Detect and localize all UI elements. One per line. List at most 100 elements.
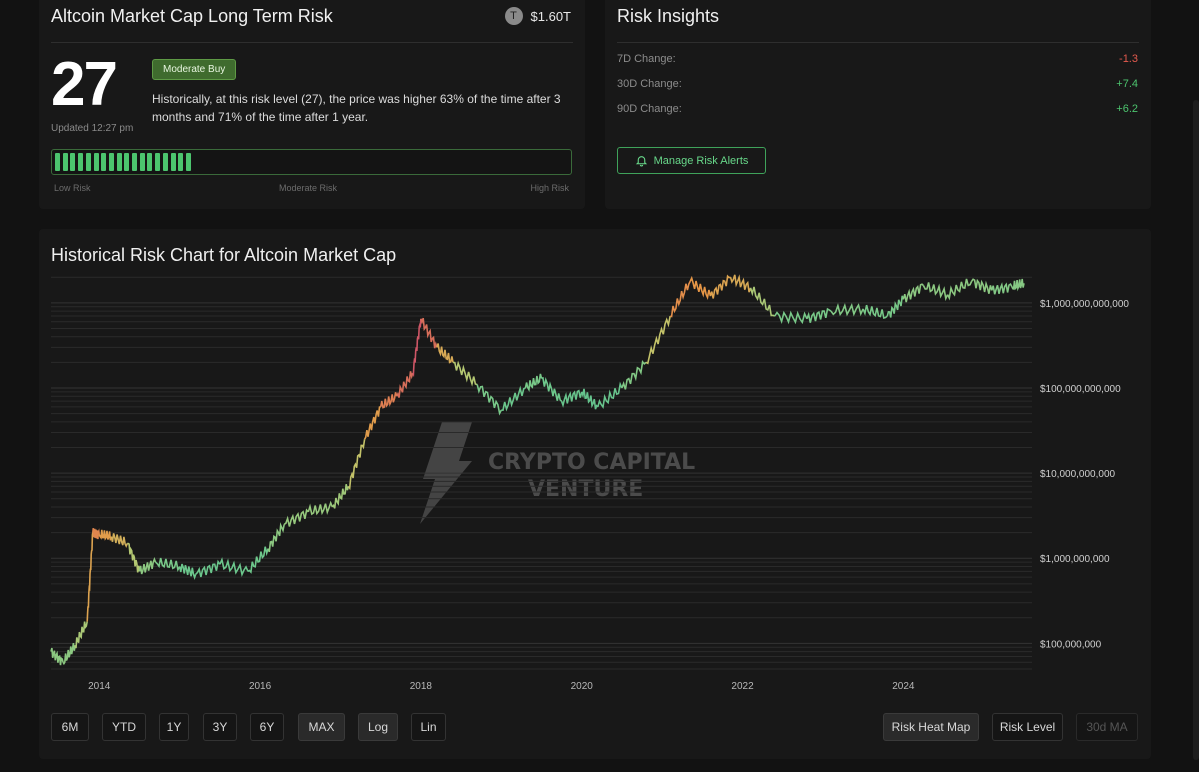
risk-chart[interactable]: CRYPTO CAPITAL VENTURE $100,000,000$1,00…: [39, 229, 1151, 699]
high-risk-label: High Risk: [530, 183, 569, 193]
range-3y-button[interactable]: 3Y: [203, 713, 237, 741]
range-max-button[interactable]: MAX: [298, 713, 345, 741]
x-tick-label: 2018: [410, 681, 433, 692]
series-segment: [580, 388, 599, 410]
series-segment: [195, 559, 221, 578]
scale-lin-button[interactable]: Lin: [411, 713, 446, 741]
risk-meter: [51, 149, 572, 175]
insights-title: Risk Insights: [617, 6, 720, 26]
x-tick-label: 2024: [892, 681, 915, 692]
series-segment: [774, 310, 808, 325]
y-tick-label: $1,000,000,000,000: [1040, 299, 1129, 310]
y-tick-label: $1,000,000,000: [1040, 554, 1110, 565]
chart-panel: Historical Risk Chart for Altcoin Market…: [39, 229, 1151, 759]
x-tick-label: 2022: [731, 681, 754, 692]
series-segment: [729, 274, 752, 293]
risk-meter-segment: [62, 153, 68, 171]
x-tick-label: 2020: [571, 681, 594, 692]
change-90d-row: 90D Change: +6.2: [617, 103, 1138, 115]
series-segment: [902, 283, 924, 303]
risk-meter-segment: [78, 153, 84, 171]
change-7d-label: 7D Change:: [617, 53, 676, 65]
series-segment: [436, 343, 454, 364]
divider: [51, 42, 573, 43]
range-1y-button[interactable]: 1Y: [159, 713, 189, 741]
ma-30d-button[interactable]: 30d MA: [1076, 713, 1138, 741]
y-tick-label: $100,000,000: [1040, 639, 1102, 650]
range-6m-button[interactable]: 6M: [51, 713, 89, 741]
risk-meter-segment: [185, 153, 191, 171]
series-segment: [331, 484, 350, 509]
series-segment: [420, 317, 438, 349]
page-scrollbar[interactable]: [1193, 100, 1199, 760]
series-segment: [886, 295, 905, 318]
series-segment: [92, 528, 100, 540]
series-segment: [501, 385, 526, 412]
risk-meter-segment: [139, 153, 145, 171]
risk-meter-segment: [132, 153, 137, 171]
series-segment: [541, 376, 563, 402]
series-segment: [363, 406, 381, 440]
series-segment: [62, 642, 76, 666]
risk-meter-segment: [116, 153, 122, 171]
chart-title: Historical Risk Chart for Altcoin Market…: [51, 245, 397, 265]
series-segment: [267, 522, 285, 553]
range-ytd-button[interactable]: YTD: [102, 713, 146, 741]
y-tick-label: $10,000,000,000: [1040, 469, 1116, 480]
series-segment: [98, 529, 113, 541]
updated-time: Updated 12:27 pm: [51, 123, 134, 134]
ticker: T $1.60T: [504, 7, 571, 25]
series-segment: [862, 304, 888, 320]
series-segment: [669, 280, 692, 318]
y-axis-labels: $100,000,000 $1,000,000,000 $10,000,000,00…: [1040, 299, 1129, 651]
token-icon: T: [504, 7, 523, 25]
risk-meter-segment: [70, 153, 76, 171]
series-segment: [524, 373, 543, 393]
series-segment: [379, 392, 398, 409]
series-segment: [219, 557, 249, 577]
change-7d-row: 7D Change: -1.3: [617, 53, 1138, 65]
series-segment: [452, 360, 478, 387]
watermark-line1: CRYPTO CAPITAL: [488, 450, 695, 475]
series-segment: [412, 318, 422, 378]
change-30d-label: 30D Change:: [617, 78, 682, 90]
series-segment: [971, 278, 993, 294]
risk-meter-segment: [178, 153, 184, 171]
series-segment: [922, 282, 949, 302]
risk-meter-segment: [108, 153, 114, 171]
series-segment: [645, 315, 671, 365]
chart-grid: [51, 276, 1032, 670]
change-90d-value: +6.2: [1116, 103, 1138, 115]
manage-risk-alerts-button[interactable]: Manage Risk Alerts: [617, 147, 766, 174]
series-segment: [749, 286, 776, 317]
risk-meter-segment: [155, 153, 161, 171]
series-segment: [709, 274, 731, 299]
series-segment: [247, 546, 269, 574]
risk-meter-segment: [124, 153, 130, 171]
moderate-risk-label: Moderate Risk: [279, 183, 338, 193]
series-segment: [347, 439, 366, 491]
series-segment: [283, 508, 309, 527]
risk-heat-map-button[interactable]: Risk Heat Map: [883, 713, 979, 741]
scale-log-button[interactable]: Log: [358, 713, 398, 741]
risk-value: 27: [51, 50, 118, 119]
risk-meter-segment: [55, 153, 60, 171]
series-segment: [689, 275, 712, 300]
change-90d-label: 90D Change:: [617, 103, 682, 115]
series-segment: [946, 278, 973, 301]
series-segment: [154, 557, 181, 572]
series-segment: [476, 384, 503, 416]
ticker-value: $1.60T: [530, 8, 571, 24]
risk-panel: Altcoin Market Cap Long Term Risk T $1.6…: [39, 0, 585, 209]
manage-risk-alerts-label: Manage Risk Alerts: [653, 154, 749, 167]
series-segment: [597, 381, 623, 410]
series-segment: [560, 389, 583, 408]
change-30d-row: 30D Change: +7.4: [617, 78, 1138, 90]
risk-description: Historically, at this risk level (27), t…: [152, 92, 561, 124]
x-tick-label: 2016: [249, 681, 272, 692]
series-segment: [621, 360, 647, 390]
low-risk-label: Low Risk: [54, 183, 91, 193]
series-segment: [110, 533, 129, 549]
range-6y-button[interactable]: 6Y: [250, 713, 284, 741]
risk-level-button[interactable]: Risk Level: [992, 713, 1063, 741]
